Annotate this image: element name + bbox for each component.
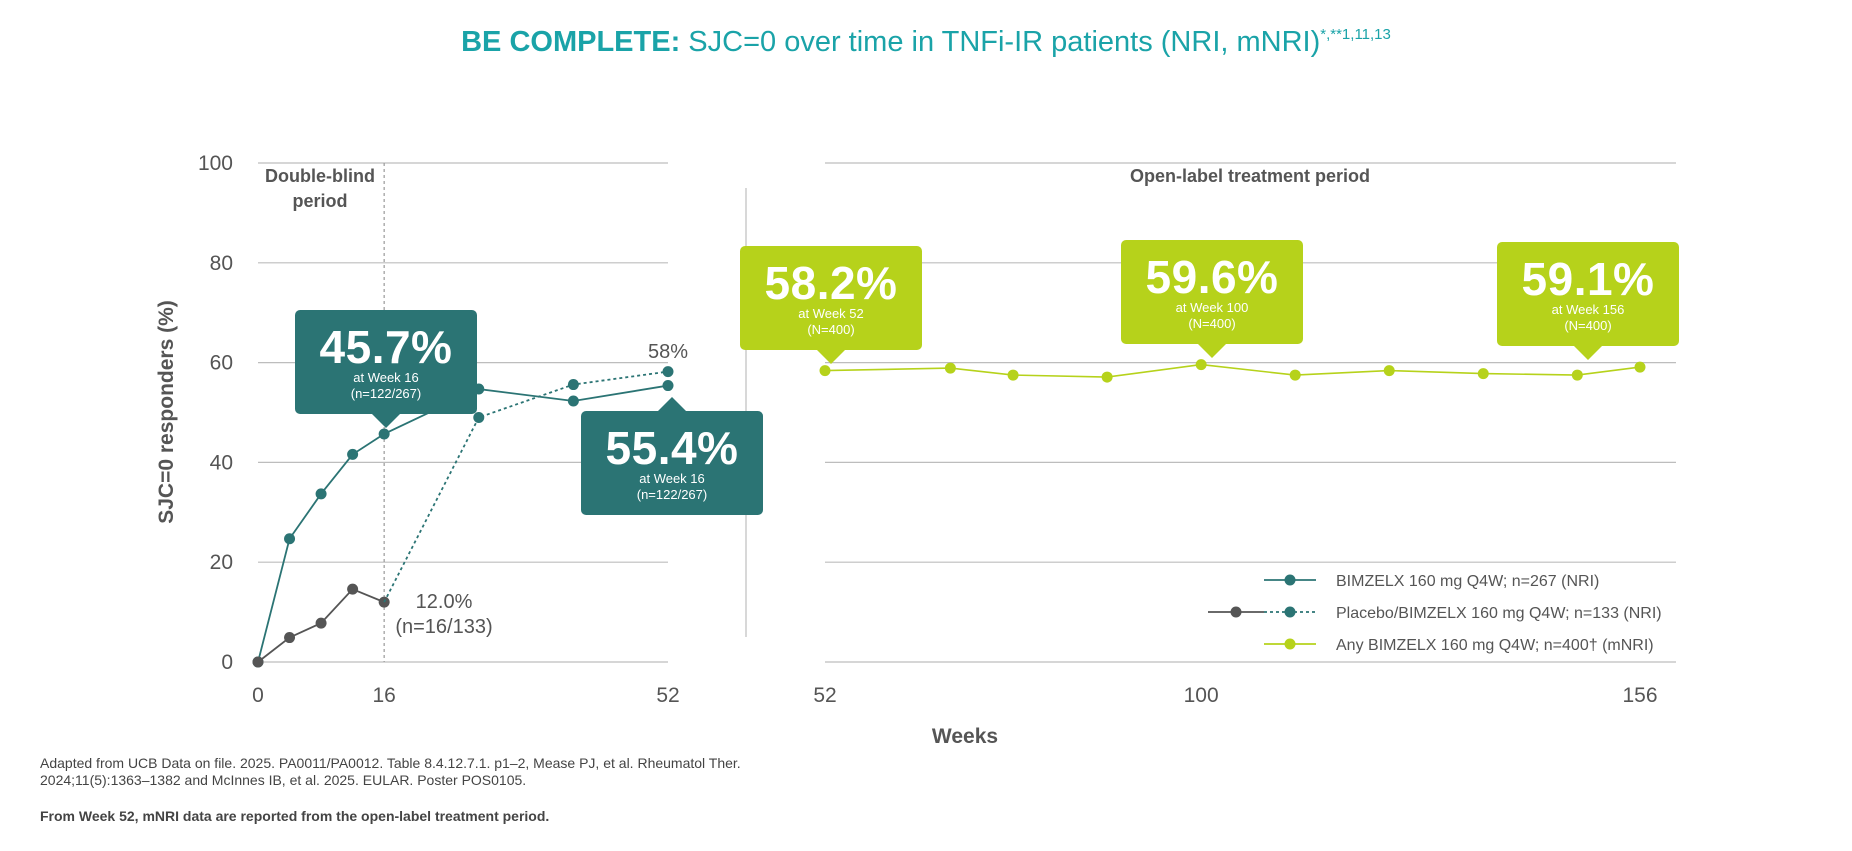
x-tick-label: 52 bbox=[656, 684, 679, 707]
title-bold: BE COMPLETE: bbox=[461, 26, 681, 58]
series-any-bimzelx-line bbox=[824, 363, 1641, 378]
series-any-bimzelx-point bbox=[1195, 359, 1207, 371]
callout-line1: at Week 52 bbox=[798, 306, 864, 321]
callout-line2: (n=122/267) bbox=[350, 386, 422, 401]
callout-pointer bbox=[1197, 343, 1227, 358]
x-tick-label: 16 bbox=[372, 684, 395, 707]
footnote: Adapted from UCB Data on file. 2025. PA0… bbox=[40, 755, 741, 788]
placebo-wk52-value: 58% bbox=[648, 341, 688, 363]
x-tick-label: 100 bbox=[1184, 684, 1219, 707]
callout-any-week52: 58.2% at Week 52 (N=400) bbox=[740, 246, 922, 364]
series-bimzelx-point bbox=[378, 428, 390, 440]
legend-label-any-bimzelx: Any BIMZELX 160 mg Q4W; n=400† (mNRI) bbox=[1336, 637, 1654, 654]
series-bimzelx-point bbox=[315, 488, 327, 500]
series-bimzelx-point bbox=[284, 533, 296, 545]
placebo-wk16-n: (n=16/133) bbox=[395, 616, 492, 638]
callout-line2: (N=400) bbox=[1188, 316, 1236, 331]
series-bimzelx-point bbox=[567, 395, 579, 407]
series-placebo bbox=[252, 583, 390, 668]
callout-line1: at Week 16 bbox=[639, 471, 705, 486]
y-axis-label: SJC=0 responders (%) bbox=[155, 300, 178, 524]
series-any-bimzelx-point bbox=[1571, 369, 1583, 381]
mnri-note: From Week 52, mNRI data are reported fro… bbox=[40, 808, 550, 824]
series-placebo-point bbox=[284, 632, 296, 644]
series-bimzelx-point bbox=[662, 380, 674, 392]
series-any-bimzelx-point bbox=[1289, 369, 1301, 381]
series-any-bimzelx-point bbox=[1383, 365, 1395, 377]
callout-bimzelx-week52: 55.4% at Week 16 (n=122/267) bbox=[581, 397, 763, 515]
placebo-wk16-value: 12.0% bbox=[416, 591, 473, 613]
legend-marker-any-bimzelx bbox=[1284, 638, 1296, 650]
legend-marker-placebo-bimzelx bbox=[1284, 606, 1296, 618]
series-placebo-point bbox=[252, 656, 264, 668]
series-placebo-bimzelx-point bbox=[567, 379, 579, 391]
callout-line1: at Week 100 bbox=[1175, 300, 1249, 315]
y-tick-label: 100 bbox=[198, 152, 233, 175]
x-tick-label: 0 bbox=[252, 684, 264, 707]
double-blind-label: Double-blind bbox=[265, 166, 375, 186]
y-tick-label: 0 bbox=[221, 651, 233, 674]
callout-pointer bbox=[816, 349, 846, 364]
x-tick-label: 156 bbox=[1622, 684, 1657, 707]
legend-label-bimzelx: BIMZELX 160 mg Q4W; n=267 (NRI) bbox=[1336, 573, 1599, 590]
series-placebo-point bbox=[347, 583, 359, 595]
callout-value: 58.2% bbox=[764, 257, 898, 309]
series-any-bimzelx-point bbox=[944, 362, 956, 374]
callout-line2: (n=122/267) bbox=[636, 487, 708, 502]
title-rest: SJC=0 over time in TNFi-IR patients (NRI… bbox=[680, 26, 1321, 58]
callout-value: 45.7% bbox=[319, 321, 453, 373]
series-any-bimzelx-point bbox=[1477, 368, 1489, 380]
callout-value: 55.4% bbox=[605, 422, 739, 474]
legend-marker-bimzelx bbox=[1284, 574, 1296, 586]
series-layer bbox=[252, 359, 1646, 668]
callout-line2: (N=400) bbox=[1564, 318, 1612, 333]
callout-line1: at Week 156 bbox=[1551, 302, 1625, 317]
legend: BIMZELX 160 mg Q4W; n=267 (NRI) Placebo/B… bbox=[1208, 573, 1662, 654]
callout-value: 59.6% bbox=[1145, 251, 1279, 303]
open-label-period-label: Open-label treatment period bbox=[1130, 166, 1370, 186]
axis-labels: 0 20 40 60 80 100 0 16 52 52 100 156 Weeks SJC=0 resp… bbox=[155, 152, 1658, 748]
series-any-bimzelx-point bbox=[819, 365, 831, 377]
series-placebo-bimzelx-point bbox=[473, 411, 485, 423]
series-any-bimzelx-point bbox=[1007, 369, 1019, 381]
legend-label-placebo-bimzelx: Placebo/BIMZELX 160 mg Q4W; n=133 (NRI) bbox=[1336, 605, 1662, 622]
x-axis-label: Weeks bbox=[932, 725, 998, 748]
callout-line1: at Week 16 bbox=[353, 370, 419, 385]
y-tick-label: 40 bbox=[210, 451, 233, 474]
callout-line2: (N=400) bbox=[807, 322, 855, 337]
chart-title: BE COMPLETE: SJC=0 over time in TNFi-IR … bbox=[0, 26, 1852, 59]
series-placebo-bimzelx bbox=[383, 366, 674, 603]
callout-any-week156: 59.1% at Week 156 (N=400) bbox=[1497, 242, 1679, 360]
y-tick-label: 80 bbox=[210, 252, 233, 275]
callout-pointer bbox=[1573, 345, 1603, 360]
series-placebo-bimzelx-line bbox=[383, 370, 669, 603]
callout-value: 59.1% bbox=[1521, 253, 1655, 305]
title-superscript: *,**1,11,13 bbox=[1320, 26, 1391, 43]
double-blind-label: period bbox=[292, 191, 347, 211]
legend-marker-placebo bbox=[1230, 606, 1242, 618]
series-any-bimzelx-point bbox=[1101, 371, 1113, 383]
callout-any-week100: 59.6% at Week 100 (N=400) bbox=[1121, 240, 1303, 358]
callout-pointer bbox=[657, 397, 687, 412]
y-tick-label: 60 bbox=[210, 352, 233, 375]
series-any-bimzelx-point bbox=[1634, 361, 1646, 373]
series-placebo-bimzelx-point bbox=[662, 366, 674, 378]
callout-bimzelx-week16: 45.7% at Week 16 (n=122/267) bbox=[295, 310, 477, 428]
x-tick-label: 52 bbox=[813, 684, 836, 707]
series-bimzelx-line bbox=[257, 384, 669, 663]
series-any-bimzelx bbox=[819, 359, 1646, 383]
series-bimzelx-point bbox=[347, 448, 359, 460]
series-placebo-point bbox=[315, 617, 327, 629]
callout-pointer bbox=[371, 413, 401, 428]
y-tick-label: 20 bbox=[210, 551, 233, 574]
